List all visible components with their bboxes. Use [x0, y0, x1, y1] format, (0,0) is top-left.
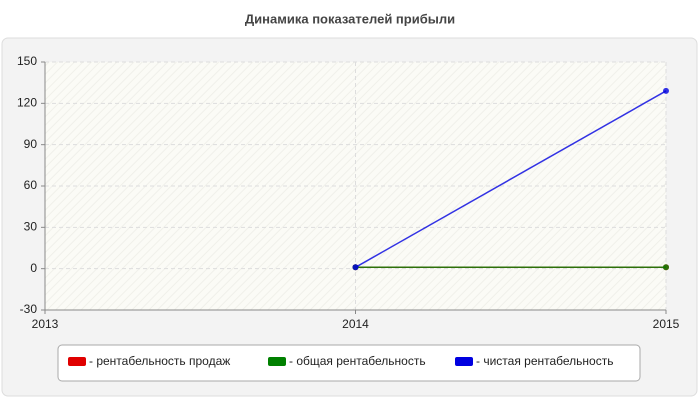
chart-title: Динамика показателей прибыли	[245, 11, 455, 26]
legend-label: - чистая рентабельность	[476, 354, 613, 368]
legend-label: - общая рентабельность	[289, 354, 426, 368]
legend-swatch	[455, 357, 473, 366]
point	[352, 264, 359, 271]
x-tick-label: 2014	[342, 317, 369, 331]
legend-swatch	[268, 357, 286, 366]
x-tick-label: 2013	[32, 317, 59, 331]
x-tick-label: 2015	[653, 317, 680, 331]
y-tick-label: -30	[20, 302, 38, 316]
point	[663, 264, 669, 271]
legend	[57, 344, 641, 382]
series-line	[355, 90, 667, 268]
y-tick-label: 120	[17, 96, 37, 110]
y-tick-label: 0	[30, 261, 37, 275]
point	[663, 87, 669, 94]
y-tick-label: 60	[24, 178, 38, 192]
y-tick-label: 150	[17, 54, 37, 68]
legend-label: - рентабельность продаж	[89, 354, 230, 368]
y-tick-label: 30	[24, 220, 38, 234]
legend-swatch	[68, 357, 86, 366]
y-tick-label: 90	[24, 137, 38, 151]
